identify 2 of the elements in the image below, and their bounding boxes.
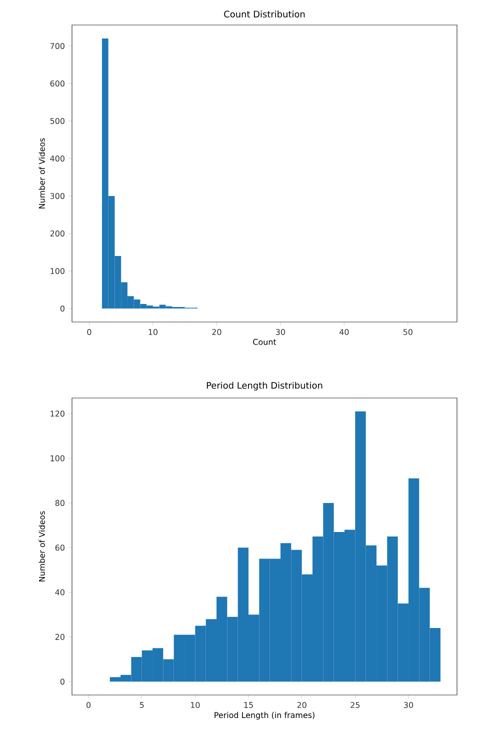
chart-title: Count Distribution bbox=[224, 10, 305, 18]
chart-title: Period Length Distribution bbox=[206, 382, 322, 390]
